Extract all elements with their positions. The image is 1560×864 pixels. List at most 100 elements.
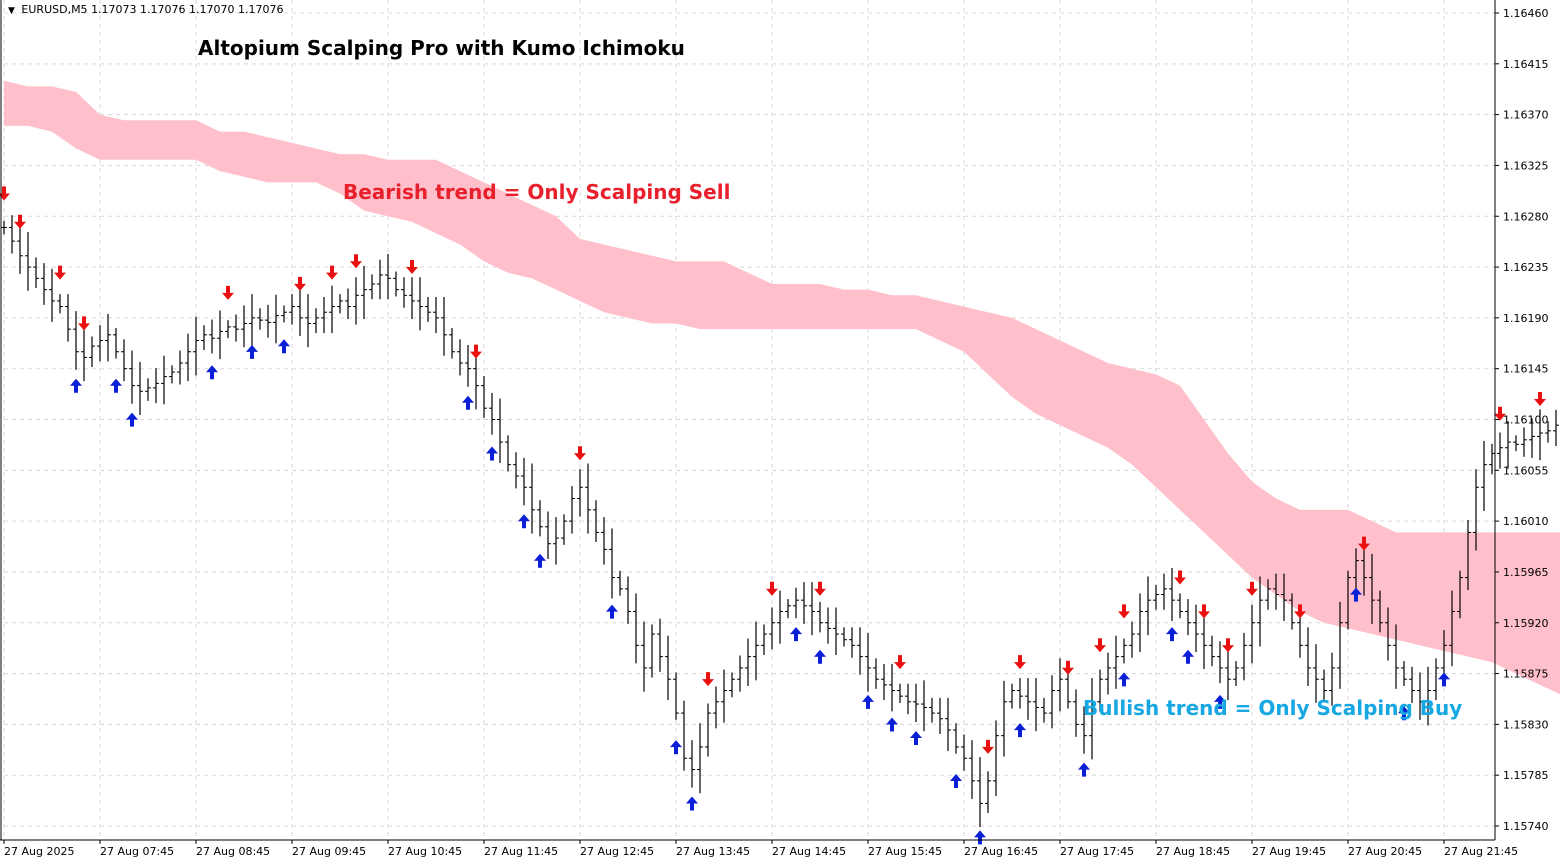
price-bar bbox=[809, 582, 815, 636]
sell-signal-arrow-icon bbox=[766, 581, 778, 596]
sell-signal-arrow-icon bbox=[1494, 406, 1506, 421]
price-bar bbox=[953, 723, 959, 754]
price-bar bbox=[201, 325, 207, 351]
ohlc-values: 1.17073 1.17076 1.17070 1.17076 bbox=[91, 3, 284, 16]
price-bar bbox=[1425, 666, 1431, 726]
price-bar bbox=[417, 277, 423, 331]
price-bar bbox=[281, 305, 287, 323]
price-bar bbox=[153, 368, 159, 404]
buy-signal-arrow-icon bbox=[670, 740, 682, 755]
symbol-header[interactable]: ▼ EURUSD,M5 1.17073 1.17076 1.17070 1.17… bbox=[8, 3, 284, 16]
price-bar bbox=[273, 294, 279, 344]
price-bar bbox=[833, 607, 839, 655]
arrow-shape bbox=[814, 581, 826, 596]
sell-signal-arrow-icon bbox=[1294, 604, 1306, 619]
buy-signal-arrow-icon bbox=[486, 446, 498, 461]
price-bar bbox=[1369, 553, 1375, 624]
price-bar bbox=[137, 361, 143, 415]
arrow-shape bbox=[1118, 672, 1130, 687]
sell-signal-arrow-icon bbox=[1222, 638, 1234, 653]
price-bar bbox=[777, 590, 783, 644]
time-tick-label: 27 Aug 12:45 bbox=[580, 845, 654, 858]
price-bar bbox=[225, 320, 231, 339]
price-bar bbox=[1313, 644, 1319, 703]
price-tick-label: 1.15875 bbox=[1503, 668, 1549, 681]
arrow-shape bbox=[1198, 604, 1210, 619]
price-bar bbox=[649, 624, 655, 678]
price-bar bbox=[105, 313, 111, 362]
buy-signal-arrow-icon bbox=[606, 604, 618, 619]
price-tick-label: 1.16280 bbox=[1503, 210, 1549, 223]
price-bar bbox=[897, 683, 903, 703]
price-bar bbox=[377, 259, 383, 300]
price-bar bbox=[1529, 418, 1535, 458]
price-bar bbox=[1217, 641, 1223, 684]
price-bar bbox=[1337, 601, 1343, 689]
price-bar bbox=[1305, 627, 1311, 686]
price-bar bbox=[385, 254, 391, 300]
buy-signal-arrow-icon bbox=[910, 731, 922, 746]
time-tick-label: 27 Aug 18:45 bbox=[1156, 845, 1230, 858]
price-bar bbox=[401, 277, 407, 308]
arrow-shape bbox=[862, 694, 874, 709]
price-bar bbox=[1417, 672, 1423, 720]
time-tick-label: 27 Aug 17:45 bbox=[1060, 845, 1134, 858]
price-bar bbox=[57, 294, 63, 314]
price-tick-label: 1.16190 bbox=[1503, 312, 1549, 325]
arrow-shape bbox=[1166, 627, 1178, 642]
price-bar bbox=[313, 308, 319, 334]
sell-signal-arrow-icon bbox=[78, 316, 90, 331]
price-bar bbox=[969, 740, 975, 799]
price-bar bbox=[1001, 680, 1007, 757]
arrow-shape bbox=[1214, 694, 1226, 709]
price-bar bbox=[393, 271, 399, 297]
kumo-cloud-layer bbox=[4, 80, 1560, 695]
sell-signal-arrow-icon bbox=[574, 446, 586, 461]
price-bar bbox=[73, 311, 79, 370]
price-bar bbox=[601, 517, 607, 565]
price-bar bbox=[1513, 435, 1519, 452]
price-bar bbox=[185, 333, 191, 382]
price-bar bbox=[25, 232, 31, 291]
price-bar bbox=[1225, 647, 1231, 701]
collapse-triangle-icon[interactable]: ▼ bbox=[8, 6, 15, 16]
buy-signal-arrow-icon bbox=[110, 378, 122, 393]
arrow-shape bbox=[702, 672, 714, 687]
buy-signal-arrow-icon bbox=[1118, 672, 1130, 687]
sell-signal-arrow-icon bbox=[1534, 392, 1546, 407]
price-tick-label: 1.15920 bbox=[1503, 617, 1549, 630]
price-bar bbox=[577, 469, 583, 517]
buy-signal-arrow-icon bbox=[950, 773, 962, 788]
arrow-shape bbox=[1078, 762, 1090, 777]
price-bar bbox=[793, 587, 799, 619]
arrow-shape bbox=[1014, 655, 1026, 670]
signal-arrows-layer bbox=[0, 186, 1546, 845]
arrow-shape bbox=[126, 412, 138, 427]
price-tick-label: 1.16145 bbox=[1503, 363, 1549, 376]
arrow-shape bbox=[1174, 570, 1186, 585]
price-bar bbox=[1089, 678, 1095, 760]
price-tick-label: 1.16460 bbox=[1503, 7, 1549, 20]
arrow-shape bbox=[574, 446, 586, 461]
price-bar bbox=[1009, 683, 1015, 709]
price-bar bbox=[689, 740, 695, 788]
price-bar bbox=[1241, 632, 1247, 681]
time-tick-label: 27 Aug 13:45 bbox=[676, 845, 750, 858]
price-bar bbox=[585, 463, 591, 534]
price-bar bbox=[1105, 652, 1111, 695]
price-bar bbox=[1329, 652, 1335, 706]
price-bar bbox=[553, 517, 559, 565]
sell-signal-arrow-icon bbox=[350, 254, 362, 269]
arrow-shape bbox=[1534, 392, 1546, 407]
price-bar bbox=[217, 310, 223, 360]
price-bar bbox=[1041, 697, 1047, 723]
price-bar bbox=[1281, 573, 1287, 622]
price-tick-label: 1.15965 bbox=[1503, 566, 1549, 579]
price-bar bbox=[937, 697, 943, 734]
price-bar bbox=[9, 215, 15, 254]
price-bar bbox=[521, 457, 527, 506]
arrow-shape bbox=[1014, 723, 1026, 738]
price-bar bbox=[369, 274, 375, 300]
